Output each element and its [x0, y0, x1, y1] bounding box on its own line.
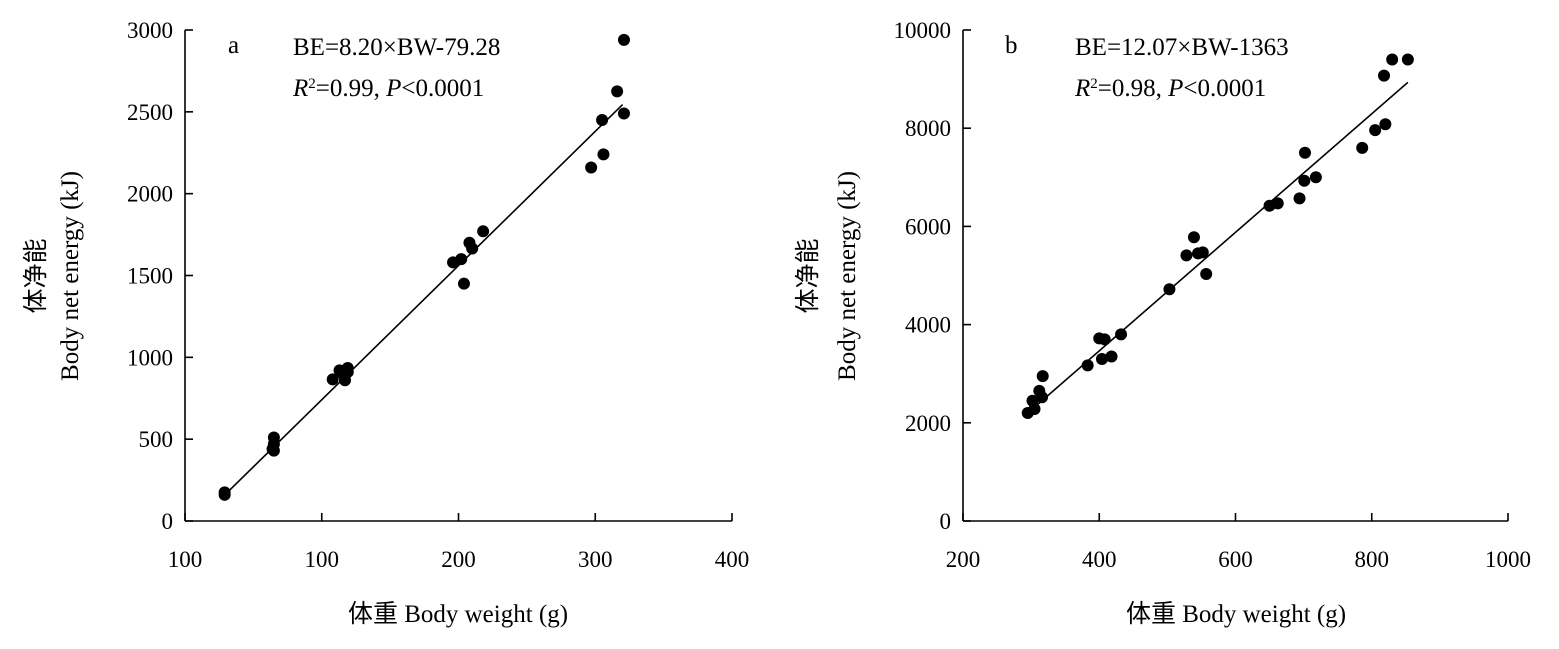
y-tick-label: 8000 — [905, 116, 951, 141]
data-point — [1036, 370, 1049, 383]
data-point — [1293, 192, 1306, 205]
data-point — [1115, 328, 1128, 341]
y-axis-title: 体净能 Body net energy (kJ) — [794, 171, 861, 381]
data-point — [455, 253, 468, 266]
data-point — [1200, 268, 1213, 281]
data-point — [1298, 174, 1311, 187]
x-tick-label: 400 — [1082, 547, 1117, 572]
panel-letter: a — [228, 32, 239, 59]
data-point — [341, 366, 354, 379]
y-tick-label: 2000 — [127, 182, 173, 207]
r2-symbol: R — [1074, 75, 1090, 102]
data-point — [1309, 171, 1322, 184]
data-point — [1180, 249, 1193, 262]
chart-panel-b: 体净能 Body net energy (kJ) 体重 Body weight … — [794, 18, 1531, 628]
data-point — [267, 444, 280, 457]
data-point — [1187, 231, 1200, 244]
data-point — [1105, 350, 1118, 363]
regression-line — [1027, 81, 1409, 414]
y-axis-title: 体净能 Body net energy (kJ) — [22, 171, 84, 381]
data-point — [1095, 352, 1108, 365]
data-point — [1378, 69, 1391, 82]
y-tick-label: 3000 — [127, 18, 173, 43]
x-tick-label: 300 — [578, 547, 613, 572]
regression-stats: R2=0.99, P<0.0001 — [292, 75, 484, 102]
p-value: <0.0001 — [401, 75, 484, 102]
regression-equation: BE=8.20×BW-79.28 — [293, 34, 500, 61]
y-tick-label: 0 — [940, 509, 952, 534]
y-tick-label: 2000 — [905, 411, 951, 436]
p-symbol: P — [1167, 75, 1183, 102]
data-point — [466, 242, 479, 255]
y-tick-label: 10000 — [894, 18, 952, 43]
data-point — [597, 148, 610, 161]
regression-equation: BE=12.07×BW-1363 — [1075, 34, 1289, 61]
data-point — [1028, 403, 1041, 416]
r2-superscript: 2 — [308, 76, 316, 92]
y-axis-title-cn: 体净能 — [22, 238, 50, 313]
data-point — [596, 114, 609, 127]
data-point — [1356, 141, 1369, 154]
data-point — [617, 107, 630, 120]
data-point — [1196, 246, 1209, 259]
data-point — [1163, 283, 1176, 296]
data-point — [457, 277, 470, 290]
x-tick-label: 200 — [441, 547, 476, 572]
x-tick-label: 600 — [1218, 547, 1253, 572]
x-axis-title: 体重 Body weight (g) — [348, 600, 568, 628]
x-tick-label: 1000 — [1485, 547, 1531, 572]
y-axis-title-en: Body net energy (kJ) — [834, 171, 861, 381]
regression-line — [225, 103, 624, 495]
data-point — [1081, 359, 1094, 372]
regression-stats: R2=0.98, P<0.0001 — [1074, 75, 1266, 102]
data-point — [617, 33, 630, 46]
data-point — [611, 85, 624, 98]
y-tick-label: 0 — [162, 509, 174, 534]
p-symbol: P — [385, 75, 401, 102]
r2-value: =0.99, — [316, 75, 386, 102]
data-point — [1379, 118, 1392, 131]
data-point — [1401, 53, 1414, 66]
data-point — [585, 161, 598, 174]
x-axis-title: 体重 Body weight (g) — [1126, 600, 1346, 628]
data-point — [326, 373, 339, 386]
panel-letter: b — [1005, 32, 1018, 59]
y-tick-label: 1000 — [127, 345, 173, 370]
x-tick-label: 100 — [168, 547, 203, 572]
x-tick-label: 100 — [305, 547, 340, 572]
r2-symbol: R — [292, 75, 308, 102]
data-point — [1098, 333, 1111, 346]
x-tick-label: 800 — [1355, 547, 1390, 572]
data-point — [218, 488, 231, 501]
x-tick-label: 200 — [946, 547, 981, 572]
y-axis-title-en: Body net energy (kJ) — [57, 171, 84, 381]
r2-value: =0.98, — [1098, 75, 1168, 102]
data-point — [1386, 53, 1399, 66]
chart-panel-a: 体净能 Body net energy (kJ) 体重 Body weight … — [22, 18, 749, 628]
data-point — [1271, 197, 1284, 210]
y-tick-label: 500 — [139, 427, 174, 452]
y-tick-label: 2500 — [127, 100, 173, 125]
y-axis-title-cn: 体净能 — [794, 238, 822, 313]
r2-superscript: 2 — [1090, 76, 1098, 92]
y-tick-label: 4000 — [905, 313, 951, 338]
x-tick-label: 400 — [715, 547, 750, 572]
data-point — [1369, 124, 1382, 137]
data-point — [1036, 391, 1049, 404]
p-value: <0.0001 — [1183, 75, 1266, 102]
data-point — [1298, 146, 1311, 159]
y-tick-label: 6000 — [905, 214, 951, 239]
y-tick-label: 1500 — [127, 264, 173, 289]
data-point — [477, 225, 490, 238]
